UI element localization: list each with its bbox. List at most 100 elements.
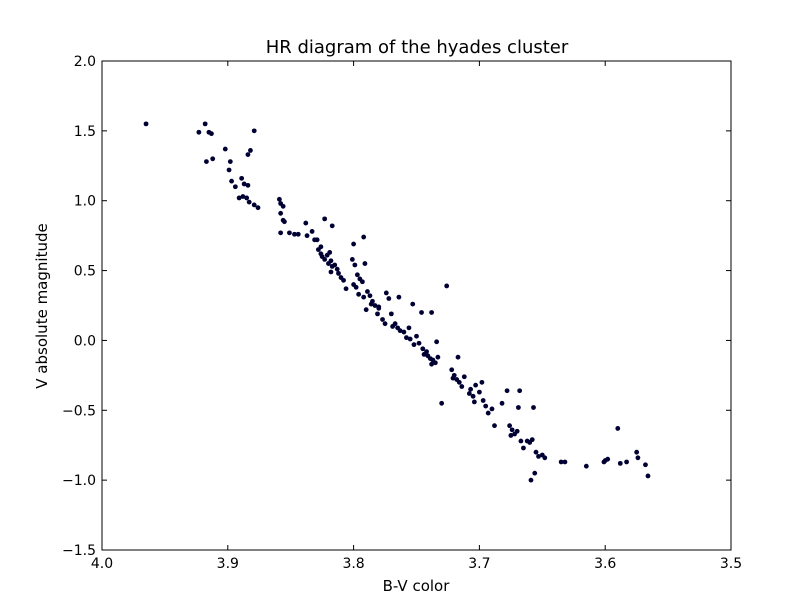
data-point	[365, 289, 370, 294]
data-point	[432, 360, 438, 366]
data-point	[210, 156, 216, 162]
x-tick-label: 3.8	[342, 556, 364, 572]
data-point	[361, 234, 367, 240]
data-point	[509, 427, 515, 433]
data-point	[341, 277, 346, 283]
data-point	[528, 477, 534, 483]
data-point	[515, 405, 521, 410]
data-point	[499, 400, 505, 406]
y-tick-label: −1.0	[62, 473, 96, 489]
data-point	[617, 460, 623, 466]
data-point	[459, 384, 465, 389]
data-point	[334, 266, 340, 272]
data-point	[280, 203, 286, 209]
data-point	[521, 445, 526, 451]
data-point	[303, 220, 309, 226]
x-tick-label: 3.6	[594, 556, 616, 572]
data-point	[143, 121, 149, 127]
data-point	[450, 375, 456, 381]
data-point	[196, 129, 202, 135]
data-point	[349, 256, 355, 262]
data-point	[248, 148, 253, 153]
data-point	[202, 121, 208, 127]
x-axis-label: B-V color	[383, 577, 451, 595]
data-point	[278, 210, 284, 216]
x-tick-label: 3.7	[468, 556, 490, 572]
data-point	[251, 128, 257, 134]
data-point	[383, 290, 389, 296]
data-point	[434, 339, 440, 345]
x-axis: 4.0 3.9 3.8 3.7 3.6 3.5	[91, 61, 742, 572]
data-point	[329, 223, 335, 229]
data-point	[244, 195, 250, 201]
data-point	[295, 231, 301, 237]
data-point	[292, 231, 297, 237]
data-point	[429, 310, 434, 315]
data-point	[624, 459, 629, 465]
data-point	[322, 216, 328, 222]
data-point	[634, 449, 640, 455]
data-point	[645, 473, 651, 479]
data-point	[287, 230, 292, 236]
data-point	[204, 159, 209, 164]
data-point	[406, 325, 412, 331]
data-point	[542, 455, 548, 461]
data-point	[361, 294, 367, 300]
data-point	[404, 335, 409, 341]
y-axis: −1.5 −1.0 −0.5 0.0 0.5 1.0 1.5 2.0	[62, 54, 731, 559]
data-point	[558, 459, 564, 465]
data-point	[410, 301, 416, 307]
data-point	[386, 296, 392, 301]
chart-title: HR diagram of the hyades cluster	[266, 37, 569, 58]
data-point	[388, 311, 394, 317]
data-point	[368, 301, 374, 307]
data-point	[227, 159, 233, 164]
data-point	[527, 440, 533, 445]
y-tick-label: −0.5	[62, 403, 96, 419]
data-point	[245, 182, 251, 188]
data-point	[240, 194, 246, 199]
data-point	[376, 304, 382, 310]
data-point	[352, 262, 358, 268]
data-point	[395, 325, 401, 331]
data-point	[255, 205, 261, 211]
x-tick-label: 4.0	[91, 556, 113, 572]
data-point	[583, 463, 589, 469]
data-point	[392, 321, 398, 327]
data-point	[449, 367, 455, 373]
scatter-points	[143, 121, 651, 483]
data-point	[309, 229, 315, 234]
data-point	[615, 426, 621, 431]
data-point	[362, 261, 368, 266]
data-point	[401, 329, 407, 335]
data-point	[483, 403, 489, 409]
y-tick-label: 2.0	[74, 54, 96, 70]
data-point	[444, 283, 450, 289]
data-point	[229, 178, 234, 184]
data-point	[468, 386, 473, 392]
data-point	[504, 388, 510, 394]
data-point	[356, 291, 362, 297]
data-point	[411, 342, 417, 348]
data-point	[360, 279, 365, 285]
data-point	[643, 462, 648, 468]
data-point	[517, 388, 523, 394]
x-tick-label: 3.9	[217, 556, 239, 572]
plot-area	[101, 60, 732, 551]
x-tick-label: 3.5	[720, 556, 742, 572]
data-point	[480, 398, 486, 403]
y-axis-label: V absolute magnitude	[33, 223, 51, 388]
data-point	[372, 303, 378, 308]
data-point	[380, 317, 385, 322]
y-tick-label: 1.5	[74, 124, 96, 140]
data-point	[416, 340, 422, 346]
data-point	[343, 286, 349, 292]
data-point	[336, 270, 341, 276]
data-point	[635, 455, 641, 461]
data-point	[318, 244, 324, 250]
data-point	[282, 219, 287, 225]
y-tick-label: 1.0	[74, 194, 96, 210]
data-point	[251, 202, 257, 208]
data-point	[455, 354, 461, 360]
